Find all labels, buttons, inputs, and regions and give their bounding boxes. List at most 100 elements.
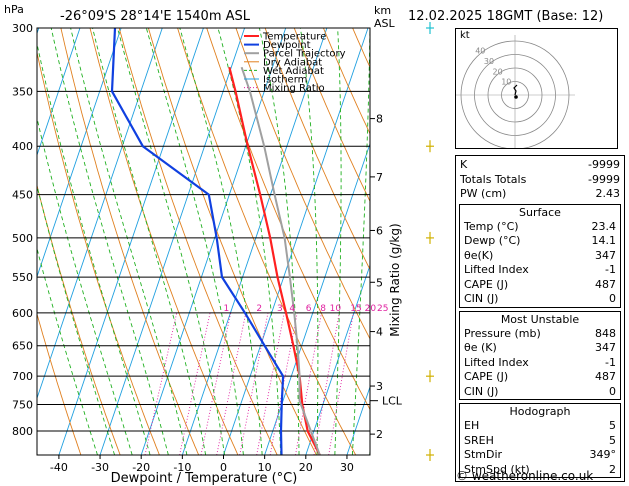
mixing-ratio-label: 8 <box>320 304 326 314</box>
most-unstable-value: 487 <box>595 370 616 383</box>
dewpoint-profile <box>110 28 285 455</box>
isotherm-line <box>223 28 369 455</box>
most-unstable-label: Lifted Index <box>464 355 529 369</box>
wet-adiabat-line <box>145 28 244 455</box>
mixing-ratio-line <box>200 312 232 455</box>
index-label: Totals Totals <box>460 172 527 186</box>
wind-barbs <box>426 22 434 461</box>
legend-label: Temperature <box>262 32 326 43</box>
wet-adiabat-line <box>258 28 300 455</box>
wet-adiabat-line <box>37 116 133 455</box>
surface-row: CIN (J) 0 <box>460 292 620 307</box>
dry-adiabat-line <box>147 28 317 455</box>
hodograph-stat-row: StmDir 349° <box>460 448 620 463</box>
index-value: -9999 <box>588 158 620 171</box>
isotherm-line <box>58 28 204 455</box>
pressure-tick-label: 650 <box>12 340 33 353</box>
surface-row: Temp (°C) 23.4 <box>460 220 620 235</box>
most-unstable-row: Pressure (mb) 848 <box>460 327 620 342</box>
surface-label: Lifted Index <box>464 263 529 276</box>
most-unstable-value: 0 <box>609 384 616 398</box>
mixing-ratio-labels: 1 2 3 4 6 8 10 15 20 25 <box>223 304 388 314</box>
mixing-ratio-label: 4 <box>289 304 295 314</box>
wet-adiabat-line <box>351 28 370 455</box>
most-unstable-title: Most Unstable <box>500 312 580 326</box>
mixing-ratio-line <box>256 312 285 455</box>
indices-panel: K -9999 Totals Totals -9999 PW (cm) 2.43 Surf… <box>455 155 625 482</box>
index-value: -9999 <box>588 172 620 186</box>
pressure-tick-label: 350 <box>12 85 33 98</box>
hodograph-stat-value: 5 <box>609 433 616 447</box>
surface-value: 347 <box>595 248 616 262</box>
surface-label: Dewp (°C) <box>464 234 521 247</box>
pressure-unit-label: hPa <box>4 3 24 16</box>
x-axis-label: Dewpoint / Temperature (°C) <box>111 471 298 486</box>
parcel-trajectory <box>240 66 321 455</box>
mixing-ratio-label: 1 <box>223 304 229 314</box>
isotherm-line <box>37 28 122 278</box>
wet-adiabat-line <box>117 28 226 455</box>
x-tick-label: 0 <box>220 461 227 474</box>
isotherm-line <box>99 28 246 455</box>
legend-label: Isotherm <box>263 75 307 86</box>
wet-adiabat-line <box>50 28 169 455</box>
datetime-title: 12.02.2025 18GMT (Base: 12) <box>408 9 603 24</box>
hodograph-stat-value: 2 <box>609 462 616 476</box>
hodograph-stat-value: 349° <box>589 448 617 461</box>
isotherm-line <box>305 263 370 455</box>
height-unit-label-2: ASL <box>374 17 396 30</box>
height-tick-label: 8 <box>376 113 383 126</box>
dry-adiabat-line <box>118 28 278 455</box>
hodograph-ring-label: 20 <box>493 67 503 76</box>
dry-adiabat-line <box>89 28 239 455</box>
height-tick-label: 2 <box>376 428 383 441</box>
height-tick-label: 3 <box>376 380 383 393</box>
legend-label: Wet Adiabat <box>263 66 324 77</box>
hodograph-panel: kt 10 20 30 40 <box>455 28 618 149</box>
hodograph-stat-row: EH 5 <box>460 419 620 434</box>
x-tick-label: -20 <box>132 461 150 474</box>
dry-adiabat-line <box>177 28 357 455</box>
x-tick-label: -10 <box>173 461 191 474</box>
hodograph-stat-label: StmSpd (kt) <box>464 462 530 476</box>
hodograph-stat-label: StmDir <box>464 448 503 461</box>
dry-adiabat-line <box>60 28 200 455</box>
legend-label: Dewpoint <box>263 40 311 51</box>
pressure-axis: 300 350 400 450 500 550 600 650 700 750 800 <box>12 22 33 438</box>
index-row: Totals Totals -9999 <box>456 173 624 188</box>
x-tick-label: -40 <box>50 461 68 474</box>
index-label: K <box>460 158 468 171</box>
most-unstable-row: CAPE (J) 487 <box>460 370 620 385</box>
index-value: 2.43 <box>595 187 621 200</box>
most-unstable-row: θe (K) 347 <box>460 341 620 356</box>
mixing-ratio-label: 2 <box>256 304 262 314</box>
surface-row: Lifted Index -1 <box>460 263 620 278</box>
pressure-tick-label: 700 <box>12 370 33 383</box>
dry-adiabat-line <box>37 50 160 455</box>
surface-label: θe(K) <box>464 248 494 262</box>
surface-title: Surface <box>519 205 561 219</box>
isotherm-line <box>37 28 163 400</box>
most-unstable-rows: Pressure (mb) 848 θe (K) 347 Lifted Index -1 C… <box>460 327 620 400</box>
surface-label: CAPE (J) <box>464 277 509 291</box>
wet-adiabat-line <box>300 28 319 455</box>
plot-frame <box>36 27 371 456</box>
location-title: -26°09'S 28°14'E 1540m ASL <box>60 9 251 24</box>
hodograph-stat-row: StmSpd (kt) 2 <box>460 463 620 478</box>
legend-label: Dry Adiabat <box>263 57 322 68</box>
surface-value: -1 <box>605 263 616 276</box>
surface-box: Surface Temp (°C) 23.4 Dewp (°C) 14.1 θe(K) 3… <box>459 203 621 308</box>
dry-adiabat-line <box>37 312 82 455</box>
height-tick-label: 6 <box>376 224 383 237</box>
most-unstable-value: -1 <box>605 355 616 369</box>
most-unstable-label: θe (K) <box>464 341 497 354</box>
wet-adiabat-line <box>37 184 116 455</box>
pressure-tick-label: 800 <box>12 425 33 438</box>
y-axis-label: Mixing Ratio (g/kg) <box>388 223 402 336</box>
wet-adiabat-line <box>37 247 98 455</box>
surface-label: Temp (°C) <box>464 219 519 233</box>
mixing-ratio-label: 25 <box>377 304 388 314</box>
index-row: K -9999 <box>456 158 624 173</box>
